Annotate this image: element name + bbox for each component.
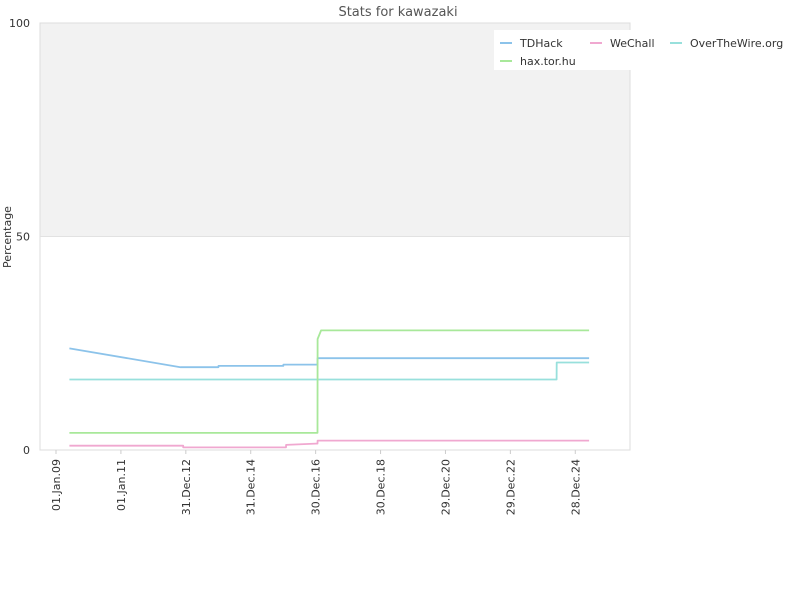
y-axis-ticks: 0 50 100	[9, 17, 30, 457]
x-tick-label: 30.Dec.18	[375, 459, 388, 515]
x-tick-label: 01.Jan.09	[50, 459, 63, 511]
y-tick-label: 100	[9, 17, 30, 30]
x-tick-label: 31.Dec.12	[180, 459, 193, 515]
legend-label: OverTheWire.org	[690, 37, 783, 50]
x-tick-label: 01.Jan.11	[115, 459, 128, 511]
y-axis-label: Percentage	[1, 206, 14, 268]
legend-label: WeChall	[610, 37, 655, 50]
legend-label: hax.tor.hu	[520, 55, 576, 68]
series-lines	[69, 329, 590, 449]
x-axis-ticks: 01.Jan.09 01.Jan.11 31.Dec.12 31.Dec.14 30.D…	[50, 450, 582, 515]
legend-box	[494, 30, 792, 70]
x-tick-label: 30.Dec.16	[310, 459, 323, 515]
x-tick-label: 29.Dec.22	[504, 459, 517, 515]
series-line-wechall	[69, 439, 590, 449]
legend: TDHack WeChall OverTheWire.org hax.tor.hu	[494, 30, 792, 70]
legend-label: TDHack	[519, 37, 563, 50]
x-tick-label: 31.Dec.14	[245, 459, 258, 515]
y-tick-label: 0	[23, 444, 30, 457]
series-line-hax-tor-hu	[69, 329, 590, 434]
x-tick-label: 28.Dec.24	[569, 459, 582, 515]
chart-title: Stats for kawazaki	[338, 5, 457, 20]
series-line-overthewire-org	[69, 361, 590, 381]
x-tick-label: 29.Dec.20	[440, 459, 453, 515]
y-tick-label: 50	[16, 231, 30, 244]
